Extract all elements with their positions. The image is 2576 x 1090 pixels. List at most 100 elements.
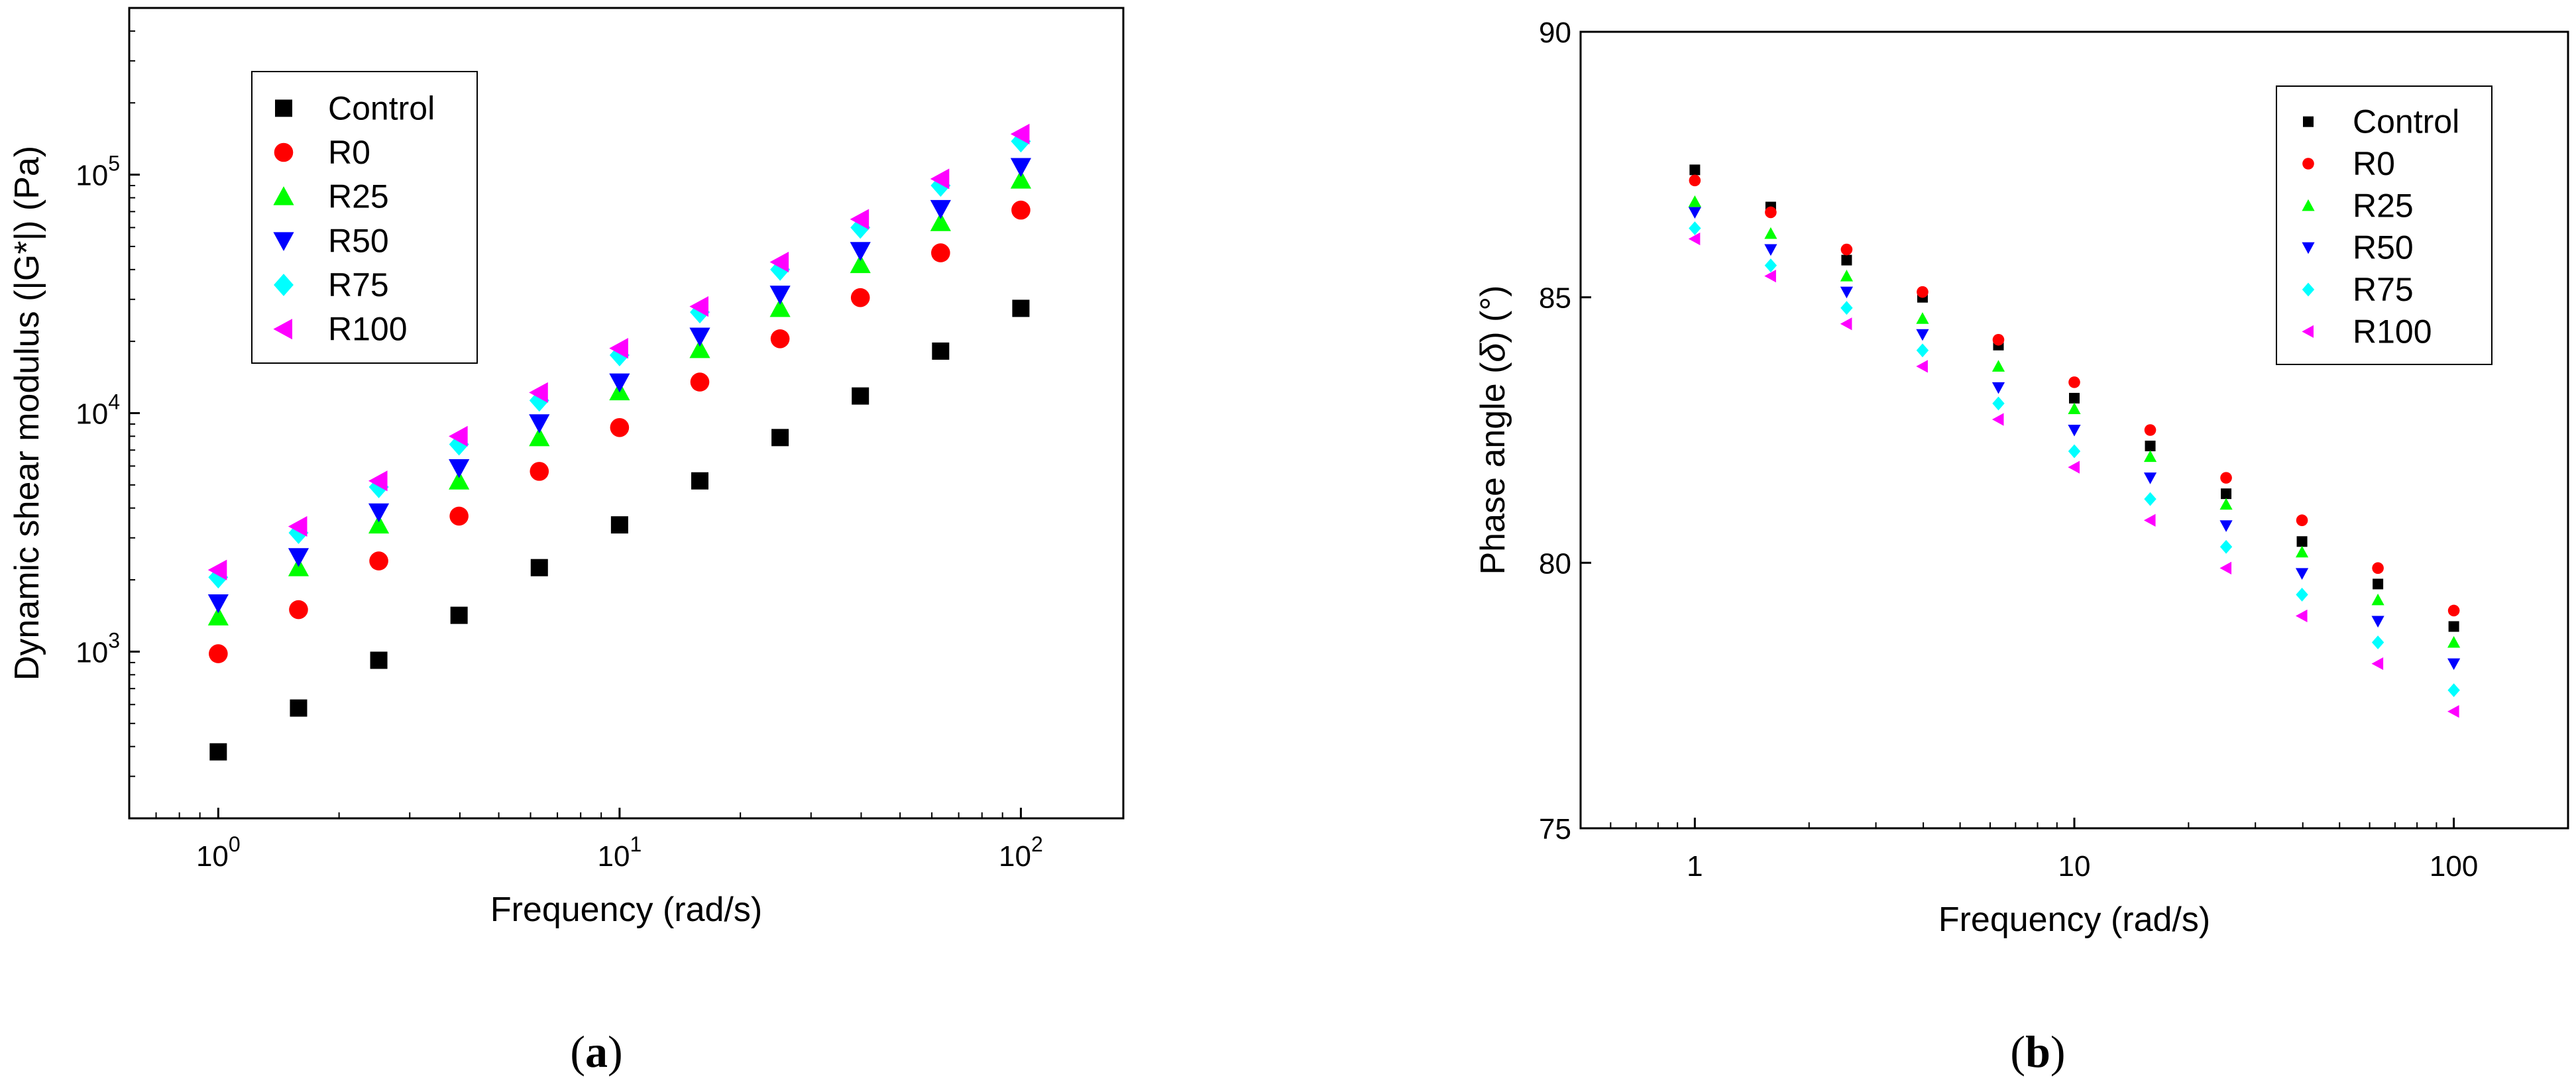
- chart-b-legend-label-r100: R100: [2353, 313, 2432, 350]
- chart-b-point-r75: [2219, 539, 2233, 554]
- chart-b-point-r0: [1917, 286, 1929, 298]
- chart-b-point-r75: [1689, 221, 1701, 235]
- chart-a-point-r50: [930, 199, 951, 219]
- chart-b-legend-marker-r75: [2302, 282, 2315, 297]
- chart-a-x-axis-title: Frequency (rad/s): [490, 891, 762, 929]
- chart-b-legend-marker-r25: [2302, 199, 2315, 211]
- chart-a-point-r100: [207, 559, 227, 580]
- chart-a-point-r50: [609, 373, 630, 393]
- chart-a-point-r25: [689, 339, 710, 358]
- chart-b-legend-marker-r100: [2302, 325, 2314, 338]
- chart-a-point-r50: [288, 548, 309, 567]
- chart-a-point-r0: [530, 462, 549, 481]
- chart-a-y-tick-label: 104: [76, 390, 120, 431]
- chart-a-y-axis-title: Dynamic shear modulus (|G*|) (Pa): [8, 146, 46, 681]
- chart-a-legend-marker-r0: [274, 142, 294, 162]
- chart-b-point-control: [2069, 392, 2080, 404]
- chart-a-legend-label-control: Control: [328, 89, 435, 127]
- chart-b-point-r50: [2068, 425, 2081, 437]
- chart-b-legend-marker-r0: [2302, 158, 2314, 170]
- chart-a-point-r50: [850, 242, 871, 261]
- chart-a-point-control: [209, 743, 227, 761]
- chart-a-legend-label-r100: R100: [328, 311, 408, 348]
- chart-b-y-tick-label: 90: [1539, 17, 1571, 49]
- chart-b-point-r50: [1840, 286, 1854, 299]
- chart-b-point-r100: [2068, 461, 2080, 474]
- chart-a-point-control: [450, 606, 468, 624]
- chart-a-point-r0: [449, 506, 469, 526]
- chart-b-point-r0: [2144, 424, 2156, 436]
- chart-b-point-r75: [1992, 396, 2005, 411]
- chart-a-x-tick-label: 102: [999, 832, 1043, 873]
- chart-a-point-r25: [368, 514, 390, 534]
- chart-b-y-axis-title: Phase angle (δ) (°): [1474, 286, 1512, 575]
- chart-b-point-r0: [1765, 206, 1777, 219]
- chart-a-point-r0: [931, 243, 950, 262]
- chart-a-point-r100: [368, 470, 388, 492]
- chart-a-point-r25: [1010, 169, 1032, 189]
- chart-a-legend-label-r0: R0: [328, 134, 370, 171]
- chart-b-x-tick-label: 1: [1687, 850, 1703, 883]
- chart-a-legend-marker-r50: [273, 232, 294, 251]
- chart-b-point-r25: [1840, 270, 1854, 282]
- chart-a-point-r25: [769, 298, 791, 317]
- chart-b-point-r100: [2219, 561, 2232, 574]
- chart-a-point-r100: [529, 382, 548, 404]
- chart-b-phase-angle: 1 10 100 75 80 85 90 Frequency (rad/s) Phase ang…: [1474, 17, 2569, 939]
- chart-b-point-r75: [2068, 444, 2081, 459]
- chart-a-point-r25: [930, 212, 951, 231]
- chart-b-y-tick-label: 75: [1539, 813, 1571, 845]
- chart-b-point-r75: [2144, 492, 2156, 506]
- chart-a-legend: [251, 71, 478, 364]
- chart-a-point-r25: [529, 427, 550, 447]
- chart-b-point-control: [1689, 164, 1701, 176]
- chart-a-point-r100: [609, 338, 628, 359]
- chart-a-dynamic-shear-modulus: 100 101 102 103 104 105 Frequency (rad/s) Dynam…: [8, 7, 1125, 929]
- chart-a-point-r50: [207, 594, 229, 614]
- chart-b-point-r75: [2371, 635, 2384, 649]
- chart-b-x-tick-label: 100: [2430, 850, 2478, 883]
- chart-a-point-r0: [289, 600, 308, 620]
- chart-b-point-r100: [1840, 317, 1852, 331]
- chart-b-point-r100: [1764, 270, 1776, 283]
- chart-b-point-r25: [1991, 360, 2005, 372]
- chart-a-legend-label-r75: R75: [328, 266, 389, 303]
- chart-b-point-r25: [1916, 312, 1929, 324]
- chart-a-point-control: [1012, 300, 1030, 317]
- chart-a-point-r100: [769, 251, 789, 273]
- panel-label-b: (b): [2010, 1026, 2065, 1077]
- chart-b-point-control: [2145, 441, 2156, 452]
- chart-b-point-r100: [1688, 232, 1701, 246]
- chart-a-point-r100: [850, 209, 869, 230]
- chart-a-point-r25: [449, 470, 470, 490]
- chart-b-point-r50: [2295, 568, 2309, 580]
- chart-a-point-r25: [850, 254, 871, 274]
- chart-a-point-r50: [769, 286, 791, 305]
- chart-b-point-r50: [2447, 658, 2461, 671]
- chart-a-point-control: [530, 559, 548, 576]
- chart-a-point-control: [932, 342, 950, 360]
- chart-b-y-tick-label: 80: [1539, 547, 1571, 580]
- panel-label-a: (a): [570, 1026, 622, 1077]
- chart-b-point-r50: [1764, 244, 1777, 256]
- chart-b-point-r50: [2371, 616, 2384, 628]
- chart-b-point-control: [2373, 578, 2384, 590]
- chart-b-point-r100: [1991, 413, 2004, 426]
- chart-b-legend-label-r75: R75: [2353, 271, 2414, 308]
- chart-b-point-control: [2296, 536, 2308, 547]
- chart-b-point-r100: [2371, 657, 2384, 671]
- chart-b-legend: [2276, 85, 2492, 365]
- chart-a-point-control: [290, 699, 308, 717]
- chart-a-point-r100: [288, 516, 308, 537]
- chart-b-point-r25: [2219, 498, 2233, 510]
- chart-a-point-control: [691, 472, 709, 490]
- chart-b-point-r25: [2295, 545, 2309, 558]
- chart-b-point-r25: [2143, 450, 2157, 463]
- chart-b-point-r0: [2447, 604, 2460, 617]
- chart-a-point-control: [852, 387, 869, 405]
- chart-b-point-r0: [2220, 472, 2232, 484]
- chart-b-point-r25: [1688, 195, 1701, 207]
- chart-a-point-r100: [930, 168, 950, 190]
- chart-a-point-control: [610, 516, 628, 534]
